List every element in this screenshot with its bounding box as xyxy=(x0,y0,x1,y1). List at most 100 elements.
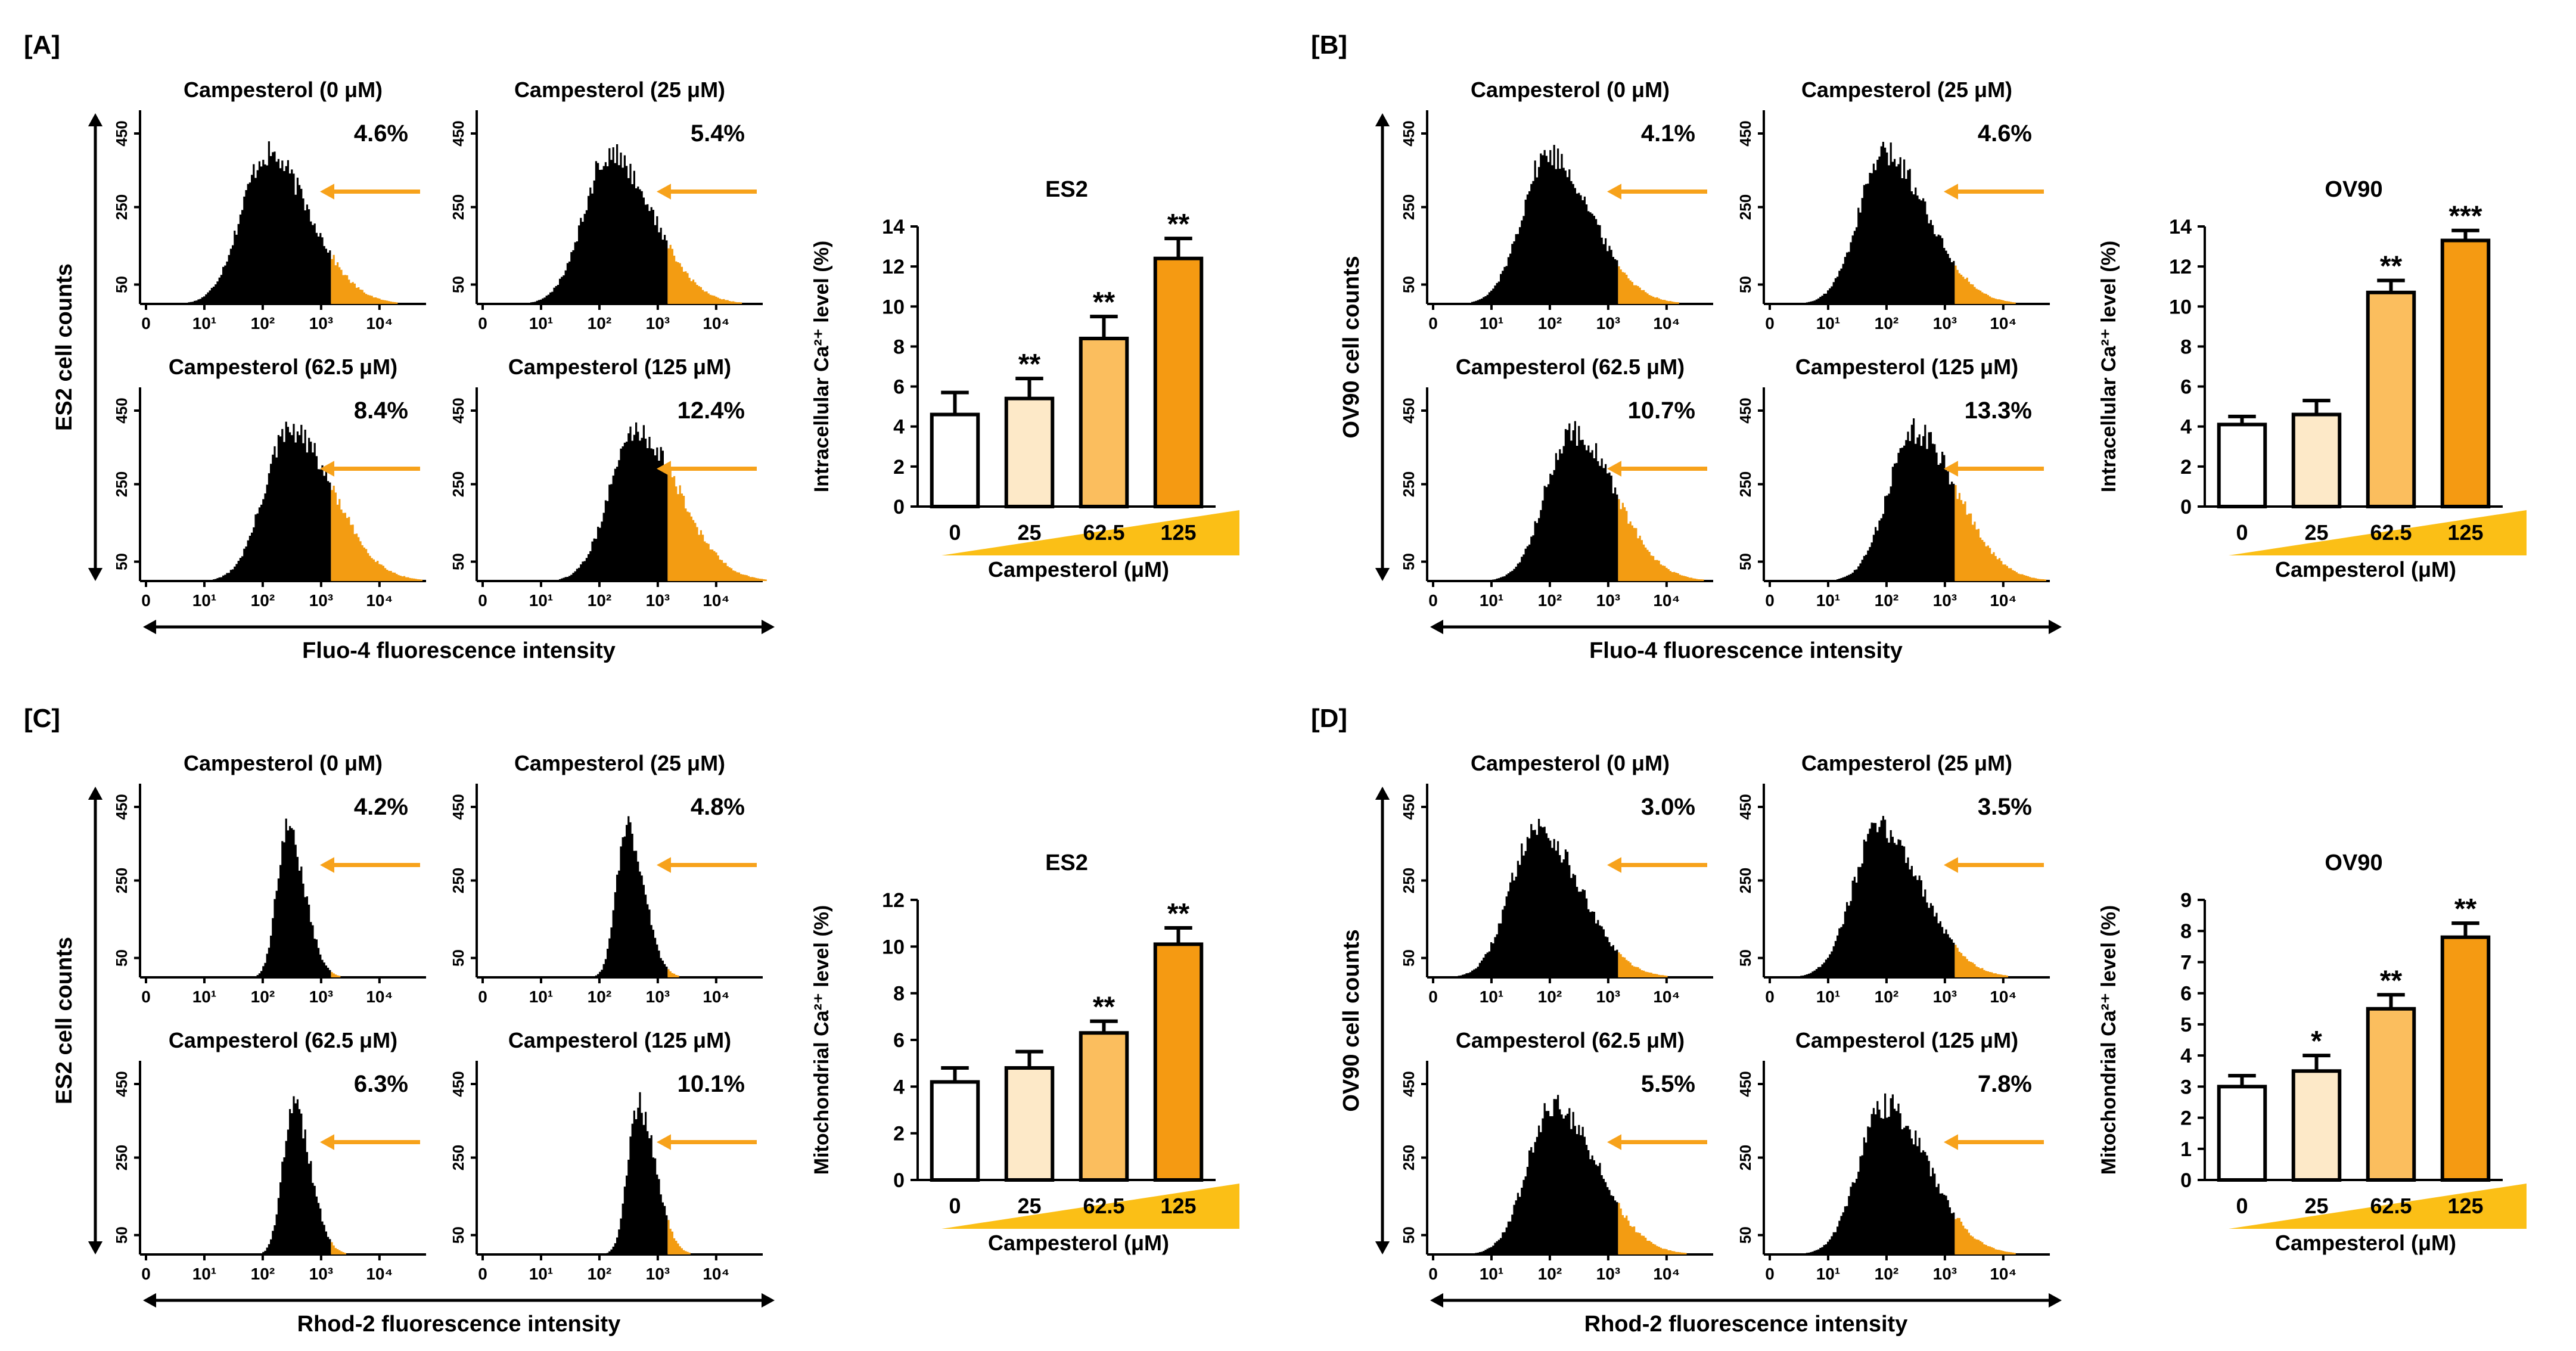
histogram-distribution xyxy=(1800,816,1955,977)
histogram-y-tick: 50 xyxy=(449,949,467,967)
histogram-percentage: 4.6% xyxy=(354,120,408,147)
bar-y-tick: 5 xyxy=(2180,1014,2192,1036)
histogram-x-tick: 0 xyxy=(1765,591,1775,610)
histogram-y-tick: 50 xyxy=(1400,553,1418,570)
histogram-x-tick: 10⁴ xyxy=(703,987,729,1006)
histogram-x-tick: 10³ xyxy=(1596,987,1620,1006)
cell-count-label: OV90 cell counts xyxy=(1339,929,1364,1111)
histogram-y-tick: 450 xyxy=(449,1071,467,1097)
gate-arrow-icon xyxy=(1607,461,1621,477)
histogram-y-tick: 450 xyxy=(1736,1071,1754,1097)
bar-category-label: 62.5 xyxy=(2370,1194,2412,1218)
histogram-y-tick: 50 xyxy=(1736,1226,1754,1244)
gate-arrow-icon xyxy=(657,1134,671,1150)
histogram-percentage: 5.4% xyxy=(691,120,745,147)
arrow-down-icon xyxy=(1375,568,1390,581)
histogram: Campesterol (0 μM) 450 250 50 0 10¹ 10² 10³ 10⁴ 4… xyxy=(113,751,426,1006)
bar-category-label: 25 xyxy=(2304,520,2328,545)
histogram-y-tick: 50 xyxy=(449,276,467,293)
bar-category-label: 62.5 xyxy=(1083,1194,1124,1218)
histogram-x-tick: 10¹ xyxy=(1480,314,1503,333)
histogram-x-tick: 0 xyxy=(1765,314,1775,333)
intensity-label: Rhod-2 fluorescence intensity xyxy=(297,1312,621,1337)
histogram-x-tick: 10² xyxy=(1538,314,1562,333)
arrow-up-icon xyxy=(88,113,103,126)
histogram-y-tick: 250 xyxy=(449,868,467,893)
bar-y-tick: 4 xyxy=(2180,416,2192,439)
histogram-x-tick: 10¹ xyxy=(1480,591,1503,610)
bar-y-tick: 6 xyxy=(893,376,905,399)
histogram-x-tick: 10³ xyxy=(646,314,670,333)
bar-y-tick: 6 xyxy=(2180,983,2192,1005)
histogram-x-tick: 10¹ xyxy=(1816,591,1840,610)
histogram-title: Campesterol (0 μM) xyxy=(1471,751,1670,775)
histogram-y-tick: 250 xyxy=(1400,868,1418,893)
histogram-x-tick: 10⁴ xyxy=(366,1265,393,1283)
bar xyxy=(1079,337,1129,508)
histogram-distribution xyxy=(262,1096,331,1254)
histogram-title: Campesterol (125 μM) xyxy=(1795,355,2018,379)
histogram-x-tick: 10¹ xyxy=(1816,1265,1840,1283)
histogram-x-tick: 10⁴ xyxy=(1990,1265,2016,1283)
histogram-x-tick: 10³ xyxy=(1596,314,1620,333)
arrow-up-icon xyxy=(1375,787,1390,800)
bar xyxy=(2440,238,2491,508)
dose-ramp xyxy=(941,1184,1239,1229)
gate-arrow-icon xyxy=(320,461,334,477)
histogram-distribution xyxy=(1806,141,1955,304)
bar-y-label: Mitochondrial Ca²⁺ level (%) xyxy=(2098,905,2120,1175)
histogram-x-tick: 10⁴ xyxy=(1653,1265,1680,1283)
histogram-y-tick: 50 xyxy=(113,1226,130,1244)
histogram: Campesterol (62.5 μM) 450 250 50 0 10¹ 10² 10³ 1… xyxy=(1400,1028,1713,1283)
histogram-x-tick: 10² xyxy=(251,591,275,610)
histogram-percentage: 7.8% xyxy=(1978,1071,2032,1097)
bar-y-tick: 2 xyxy=(2180,456,2192,479)
histogram-title: Campesterol (25 μM) xyxy=(1801,77,2012,102)
bar-x-label: Campesterol (μM) xyxy=(988,1231,1169,1255)
bar-y-tick: 2 xyxy=(893,1123,905,1145)
bar-y-tick: 10 xyxy=(882,296,905,318)
histogram-distribution xyxy=(256,818,331,977)
histogram-x-tick: 10² xyxy=(1875,1265,1898,1283)
bar xyxy=(1004,396,1055,509)
histogram-x-tick: 10² xyxy=(588,591,611,610)
significance-mark: ** xyxy=(1093,287,1115,318)
histogram-y-tick: 250 xyxy=(113,1145,130,1170)
histogram-x-tick: 10⁴ xyxy=(1990,314,2016,333)
bar-y-tick: 8 xyxy=(893,983,905,1005)
histogram-y-tick: 250 xyxy=(113,194,130,220)
histogram-x-tick: 10¹ xyxy=(192,987,216,1006)
bar-y-tick: 14 xyxy=(2169,216,2192,238)
gate-arrow-icon xyxy=(1944,857,1958,873)
bar-x-label: Campesterol (μM) xyxy=(2275,1231,2456,1255)
bar xyxy=(2291,412,2342,508)
histogram-title: Campesterol (125 μM) xyxy=(508,1028,731,1052)
arrow-right-icon xyxy=(2049,1293,2062,1308)
significance-mark: * xyxy=(2311,1026,2322,1057)
histogram-x-tick: 10² xyxy=(588,1265,611,1283)
bar-y-tick: 8 xyxy=(2180,920,2192,943)
histogram-gated-tail xyxy=(667,969,679,977)
histogram: Campesterol (62.5 μM) 450 250 50 0 10¹ 10² 10³ 1… xyxy=(113,1028,426,1283)
histogram-percentage: 8.4% xyxy=(354,397,408,424)
histogram-x-tick: 10³ xyxy=(309,1265,333,1283)
histogram-x-tick: 10⁴ xyxy=(366,987,393,1006)
bar-category-label: 25 xyxy=(2304,1194,2328,1218)
bar xyxy=(1153,256,1204,508)
bar-y-tick: 10 xyxy=(882,936,905,958)
histogram-x-tick: 10² xyxy=(1538,591,1562,610)
histogram-x-tick: 0 xyxy=(478,591,487,610)
bar-y-label: Intracellular Ca²⁺ level (%) xyxy=(2098,241,2120,492)
histogram-y-tick: 450 xyxy=(1400,1071,1418,1097)
histogram: Campesterol (0 μM) 450 250 50 0 10¹ 10² 10³ 10⁴ 3… xyxy=(1400,751,1713,1006)
histogram: Campesterol (25 μM) 450 250 50 0 10¹ 10² 10³ 10⁴… xyxy=(449,77,763,333)
arrow-left-icon xyxy=(143,1293,156,1308)
histogram-x-tick: 10⁴ xyxy=(1653,987,1680,1006)
histogram-distribution xyxy=(559,422,668,581)
histogram-x-tick: 10³ xyxy=(309,987,333,1006)
intensity-label: Fluo-4 fluorescence intensity xyxy=(302,638,616,663)
histogram-title: Campesterol (125 μM) xyxy=(1795,1028,2018,1052)
histogram-gated-tail xyxy=(1618,499,1704,581)
panel-label: [A] xyxy=(24,30,60,60)
histogram-title: Campesterol (62.5 μM) xyxy=(169,355,397,379)
